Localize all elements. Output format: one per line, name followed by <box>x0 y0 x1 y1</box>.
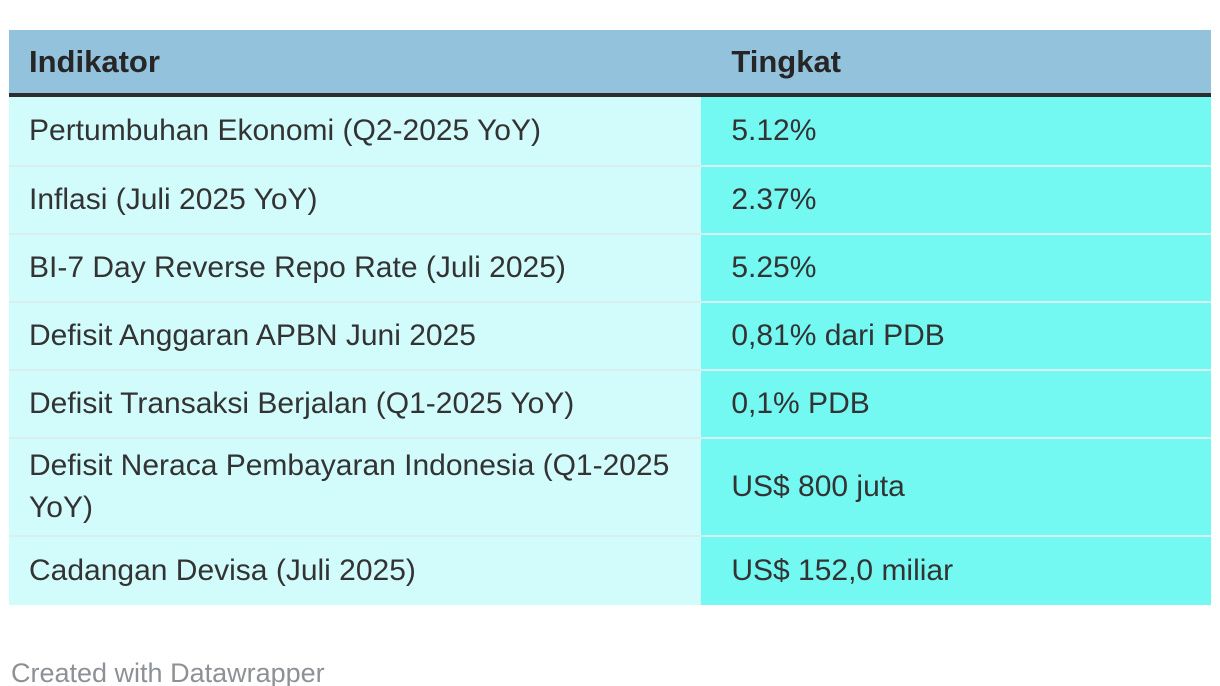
table-cell-indikator: Defisit Anggaran APBN Juni 2025 <box>9 303 702 369</box>
table-cell-indikator: Defisit Neraca Pembayaran Indonesia (Q1-… <box>9 439 702 535</box>
table-cell-tingkat: US$ 152,0 miliar <box>701 537 1211 605</box>
table-cell-tingkat: 0,1% PDB <box>701 371 1211 437</box>
table-body: Pertumbuhan Ekonomi (Q2-2025 YoY) 5.12% In… <box>9 97 1211 605</box>
data-table: Indikator Tingkat Pertumbuhan Ekonomi (Q… <box>9 30 1211 605</box>
table-cell-tingkat: US$ 800 juta <box>701 439 1211 535</box>
table-cell-indikator: Pertumbuhan Ekonomi (Q2-2025 YoY) <box>9 97 702 165</box>
table-cell-indikator: Defisit Transaksi Berjalan (Q1-2025 YoY) <box>9 371 702 437</box>
table-row: BI-7 Day Reverse Repo Rate (Juli 2025) 5.… <box>9 233 1211 301</box>
table-cell-tingkat: 0,81% dari PDB <box>701 303 1211 369</box>
table-cell-indikator: Inflasi (Juli 2025 YoY) <box>9 167 702 233</box>
table-row: Pertumbuhan Ekonomi (Q2-2025 YoY) 5.12% <box>9 97 1211 165</box>
table-row: Defisit Anggaran APBN Juni 2025 0,81% dar… <box>9 301 1211 369</box>
table-cell-indikator: Cadangan Devisa (Juli 2025) <box>9 537 702 605</box>
datawrapper-credit-link[interactable]: Created with Datawrapper <box>11 658 325 686</box>
column-header-indikator: Indikator <box>29 43 160 79</box>
table-header-row: Indikator Tingkat <box>9 30 1211 97</box>
column-header-tingkat: Tingkat <box>731 43 842 79</box>
table-row: Inflasi (Juli 2025 YoY) 2.37% <box>9 165 1211 233</box>
table-row: Defisit Neraca Pembayaran Indonesia (Q1-… <box>9 437 1211 535</box>
table-cell-indikator: BI-7 Day Reverse Repo Rate (Juli 2025) <box>9 235 702 301</box>
table-cell-tingkat: 5.25% <box>701 235 1211 301</box>
table-cell-tingkat: 5.12% <box>701 97 1211 165</box>
table-row: Cadangan Devisa (Juli 2025) US$ 152,0 mil… <box>9 535 1211 605</box>
table-cell-tingkat: 2.37% <box>701 167 1211 233</box>
table-row: Defisit Transaksi Berjalan (Q1-2025 YoY)… <box>9 369 1211 437</box>
